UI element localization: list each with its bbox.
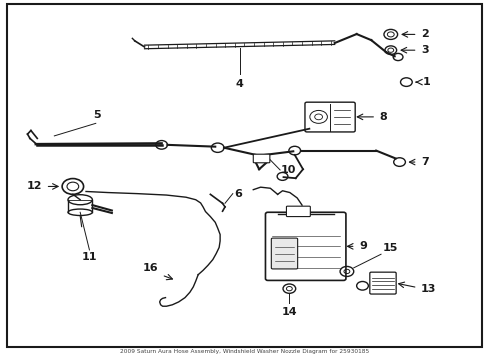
FancyBboxPatch shape	[286, 206, 310, 217]
Text: 2009 Saturn Aura Hose Assembly, Windshield Washer Nozzle Diagram for 25930185: 2009 Saturn Aura Hose Assembly, Windshie…	[120, 349, 368, 354]
Text: 11: 11	[81, 252, 97, 262]
Text: 16: 16	[142, 263, 158, 273]
Text: 4: 4	[235, 78, 243, 89]
Text: 1: 1	[422, 77, 429, 87]
Text: 14: 14	[281, 307, 297, 316]
FancyBboxPatch shape	[253, 154, 269, 163]
FancyBboxPatch shape	[369, 272, 395, 294]
Text: 5: 5	[93, 111, 101, 121]
FancyBboxPatch shape	[265, 212, 345, 280]
Text: 10: 10	[281, 165, 296, 175]
Text: 9: 9	[358, 241, 366, 251]
Text: 8: 8	[379, 112, 386, 122]
FancyBboxPatch shape	[271, 238, 297, 269]
Text: 12: 12	[26, 181, 42, 192]
Text: 3: 3	[420, 45, 428, 55]
FancyBboxPatch shape	[305, 102, 354, 132]
Text: 6: 6	[233, 189, 241, 199]
Text: 13: 13	[420, 284, 435, 294]
Text: 7: 7	[420, 157, 428, 167]
Text: 15: 15	[382, 243, 397, 253]
Text: 2: 2	[420, 30, 428, 39]
